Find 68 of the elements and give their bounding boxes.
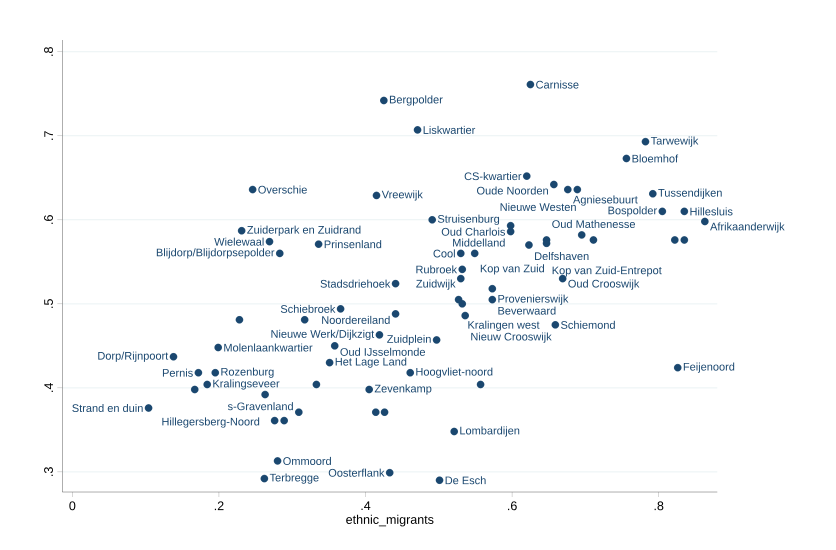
x-tick-label: .8 bbox=[654, 501, 664, 510]
annotation: Delfshaven bbox=[535, 252, 588, 260]
x-tick-label: .6 bbox=[508, 501, 517, 510]
y-tick-label: .4 bbox=[44, 382, 53, 392]
annotation: Het Lage Land bbox=[336, 358, 406, 368]
annotation: Oud Crooswijk bbox=[568, 279, 640, 290]
annotation: Kralingseveer bbox=[213, 379, 280, 390]
annotation: Afrikaanderwijk bbox=[710, 222, 785, 233]
annotation: Struisenburg bbox=[438, 214, 500, 225]
annotation: CS-kwartier bbox=[464, 172, 522, 180]
annotation: Terbregge bbox=[270, 473, 319, 484]
annotation: Cool bbox=[434, 249, 455, 258]
annotation: Nieuwe Werk/Dijkzigt bbox=[271, 330, 374, 340]
annotation: Zuidwijk bbox=[416, 279, 456, 290]
x-tick-label: .2 bbox=[214, 501, 224, 510]
annotation: Nieuw Crooswijk bbox=[471, 332, 552, 343]
annotation: Strand en duin bbox=[72, 404, 143, 412]
annotation: Dorp/Rijnpoort bbox=[98, 352, 168, 362]
annotation: Oud IJsselmonde bbox=[340, 348, 426, 356]
x-axis-title: ethnic_migrants bbox=[346, 514, 434, 526]
y-tick-label: .7 bbox=[44, 131, 53, 140]
annotation: Oud Mathenesse bbox=[552, 220, 635, 228]
annotation: s-Gravenland bbox=[228, 402, 293, 410]
annotation: Liskwartier bbox=[424, 126, 476, 134]
annotation: Hillesluis bbox=[690, 207, 733, 216]
annotation: Bloemhof bbox=[632, 154, 678, 163]
annotation: Tussendijken bbox=[658, 188, 722, 199]
annotation: Rubroek bbox=[416, 265, 458, 274]
annotation: Provenierswijk bbox=[498, 294, 568, 305]
annotation: Pernis bbox=[162, 368, 193, 377]
annotation: Bergpolder bbox=[390, 95, 443, 106]
annotation: Vreewijk bbox=[382, 190, 423, 201]
y-tick-label: .5 bbox=[44, 299, 53, 308]
y-tick-label: .8 bbox=[44, 47, 53, 56]
y-tick-label: .6 bbox=[44, 215, 53, 224]
annotation: Rozenburg bbox=[221, 368, 274, 378]
annotation: Schiemond bbox=[561, 320, 615, 329]
annotation: Blijdorp/Blijdorpsepolder bbox=[156, 248, 274, 259]
y-tick-label: .3 bbox=[44, 467, 53, 476]
x-tick-label: .4 bbox=[361, 501, 370, 510]
annotation: Kop van Zuid-Entrepot bbox=[552, 266, 662, 276]
annotation: Middelland bbox=[453, 238, 505, 247]
annotation: Kralingen west bbox=[468, 320, 540, 331]
annotation: De Esch bbox=[446, 476, 486, 484]
x-tick-label: 0 bbox=[69, 501, 76, 510]
annotation: Zuiderpark en Zuidrand bbox=[247, 226, 360, 236]
annotation: Feijenoord bbox=[684, 362, 734, 373]
annotation: Zuidplein bbox=[387, 334, 431, 346]
annotation: Schiebroek bbox=[280, 304, 336, 313]
annotation: Zevenkamp bbox=[374, 384, 432, 395]
annotation: Oud Charlois bbox=[442, 228, 506, 236]
annotation: Kop van Zuid bbox=[480, 264, 544, 275]
annotation: Hoogvliet-noord bbox=[416, 368, 492, 378]
annotation: Bospolder bbox=[608, 206, 657, 217]
annotation: Oude Noorden bbox=[477, 186, 548, 195]
annotation: Carnisse bbox=[536, 80, 579, 89]
annotation: Lombardijen bbox=[460, 426, 520, 437]
annotation: Oosterflank bbox=[328, 468, 385, 477]
annotation: Tarwewijk bbox=[650, 136, 698, 147]
annotation: Hillegersberg-Noord bbox=[162, 417, 260, 428]
annotation: Ommoord bbox=[283, 456, 331, 465]
annotation: Molenlaankwartier bbox=[224, 343, 312, 352]
annotation: Stadsdriehoek bbox=[320, 280, 390, 288]
annotation: Overschie bbox=[258, 186, 307, 194]
annotation: Noordereiland bbox=[322, 316, 390, 324]
annotation: Wielewaal bbox=[214, 238, 264, 246]
annotation: Prinsenland bbox=[324, 240, 382, 248]
annotation: Beverwaard bbox=[498, 306, 556, 315]
